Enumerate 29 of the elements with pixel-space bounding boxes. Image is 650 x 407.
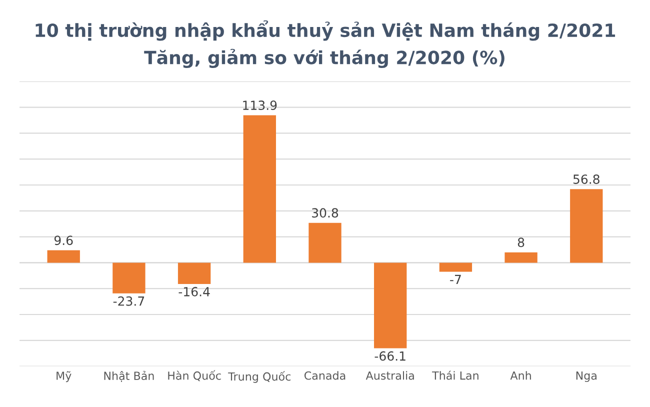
x-tick-label: Australia: [366, 371, 414, 380]
x-tick-label: Mỹ: [56, 371, 72, 382]
data-label: -23.7: [113, 296, 144, 306]
data-label: 56.8: [573, 174, 600, 184]
chart-title: 10 thị trường nhập khẩu thuỷ sản Việt Nam tháng 2/2021: [36, 20, 616, 41]
x-tick-label: Anh: [510, 371, 531, 380]
x-tick-label: Thái Lan: [432, 370, 478, 380]
bar: [308, 222, 342, 263]
x-tick-label: Hàn Quốc: [168, 370, 221, 382]
x-tick-label: Trung Quốc: [228, 371, 291, 383]
bar: [178, 262, 211, 284]
data-label: -7: [450, 274, 461, 284]
bar: [439, 262, 472, 272]
data-label: 30.8: [312, 208, 338, 218]
bar: [374, 262, 407, 348]
bar: [243, 115, 276, 263]
bar: [47, 250, 80, 263]
x-tick-label: Nhật Bản: [104, 370, 154, 382]
x-tick-label: Canada: [304, 371, 346, 380]
data-label: 8: [518, 238, 524, 248]
data-label: 9.6: [54, 236, 73, 246]
chart-subtitle: Tăng, giảm so với tháng 2/2020 (%): [144, 48, 504, 68]
bar: [570, 189, 603, 263]
data-label: -66.1: [374, 351, 406, 361]
data-label: 113.9: [243, 100, 277, 110]
bar: [112, 262, 146, 294]
data-label: -16.4: [178, 286, 210, 296]
x-tick-label: Nga: [576, 372, 596, 382]
bar: [504, 252, 538, 263]
